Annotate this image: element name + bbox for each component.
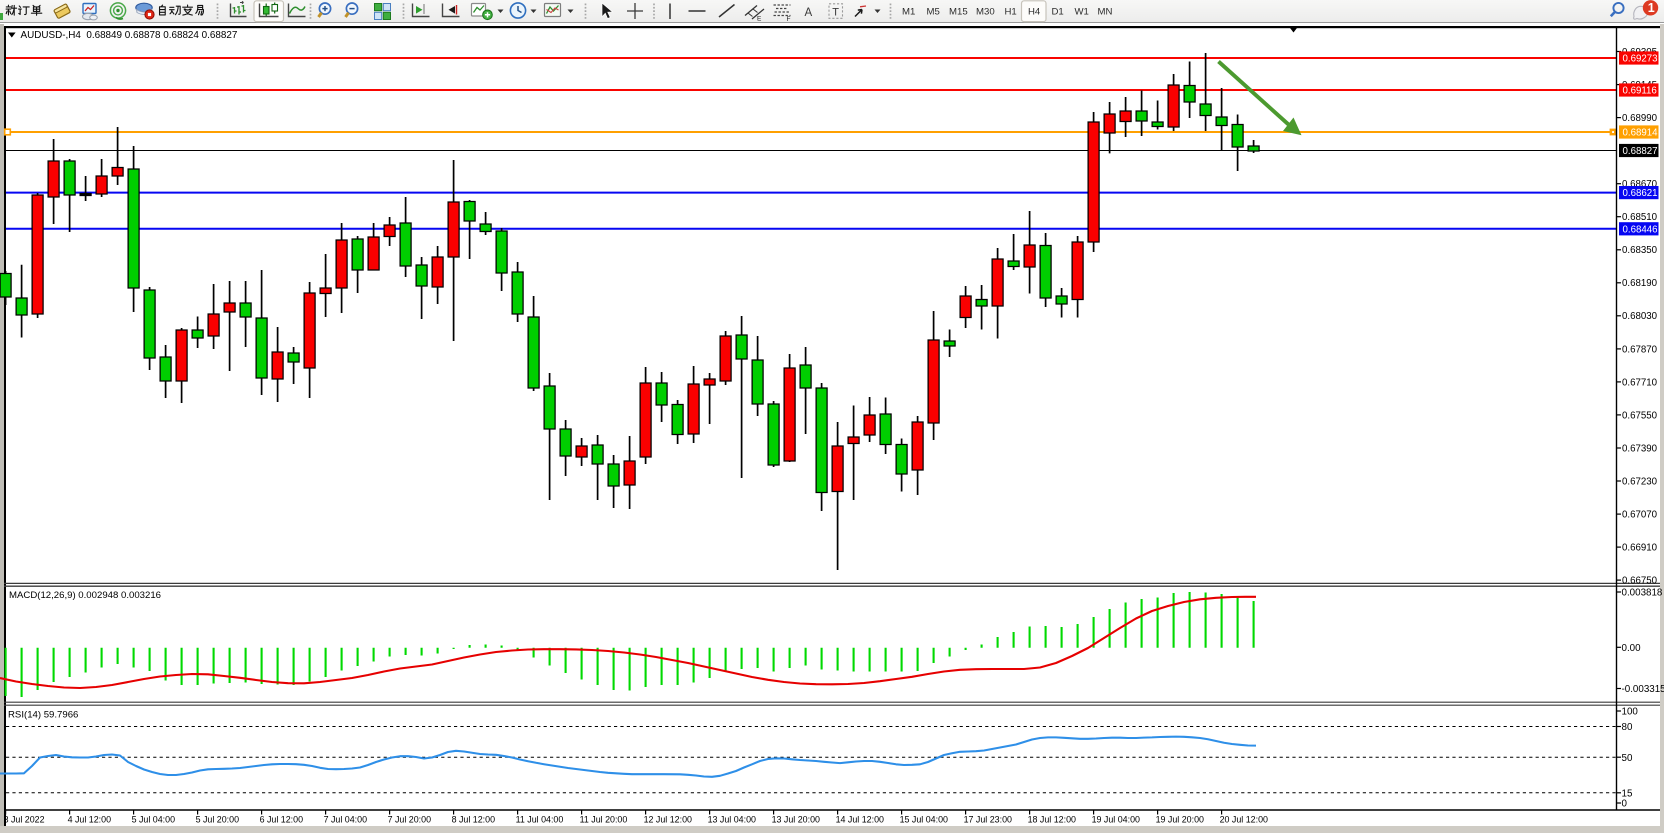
svg-text:0.00: 0.00 <box>1622 643 1642 654</box>
svg-text:0.69273: 0.69273 <box>1623 54 1658 65</box>
svg-text:0.69116: 0.69116 <box>1623 86 1657 97</box>
svg-text:0: 0 <box>1622 799 1628 810</box>
svg-text:0.68914: 0.68914 <box>1623 128 1659 139</box>
svg-text:0.68827: 0.68827 <box>1623 146 1658 157</box>
svg-text:0.68030: 0.68030 <box>1622 311 1658 322</box>
svg-text:0.67390: 0.67390 <box>1622 443 1658 454</box>
svg-text:8 Jul 12:00: 8 Jul 12:00 <box>452 815 495 825</box>
svg-text:0.68670: 0.68670 <box>1622 179 1658 190</box>
svg-text:0.67870: 0.67870 <box>1622 344 1658 355</box>
svg-text:0.67550: 0.67550 <box>1622 410 1658 421</box>
svg-text:13 Jul 20:00: 13 Jul 20:00 <box>772 815 820 825</box>
svg-text:50: 50 <box>1622 753 1633 764</box>
svg-text:H4: H4 <box>1028 7 1041 18</box>
svg-text:15: 15 <box>1622 788 1633 799</box>
svg-text:1: 1 <box>1648 1 1655 15</box>
svg-text:0.68190: 0.68190 <box>1622 278 1658 289</box>
svg-text:19 Jul 20:00: 19 Jul 20:00 <box>1156 815 1204 825</box>
svg-text:7 Jul 20:00: 7 Jul 20:00 <box>388 815 431 825</box>
svg-text:0.68621: 0.68621 <box>1623 188 1658 199</box>
svg-text:0.67230: 0.67230 <box>1622 476 1658 487</box>
svg-text:MN: MN <box>1098 7 1113 18</box>
svg-text:20 Jul 12:00: 20 Jul 12:00 <box>1220 815 1268 825</box>
svg-text:AUDUSD-,H4 0.68849 0.68878 0.: AUDUSD-,H4 0.68849 0.68878 0.68824 0.688… <box>21 30 238 41</box>
svg-text:12 Jul 12:00: 12 Jul 12:00 <box>644 815 692 825</box>
svg-text:0.66910: 0.66910 <box>1622 543 1658 554</box>
svg-text:11 Jul 20:00: 11 Jul 20:00 <box>580 815 628 825</box>
svg-text:M1: M1 <box>902 7 915 18</box>
svg-text:17 Jul 23:00: 17 Jul 23:00 <box>964 815 1012 825</box>
svg-text:0.68350: 0.68350 <box>1622 245 1658 256</box>
svg-text:M30: M30 <box>976 7 995 18</box>
svg-text:0.003818: 0.003818 <box>1622 588 1663 599</box>
svg-text:6 Jul 12:00: 6 Jul 12:00 <box>260 815 303 825</box>
svg-text:0.68510: 0.68510 <box>1622 212 1658 223</box>
svg-text:0.67710: 0.67710 <box>1622 377 1658 388</box>
svg-text:0.68446: 0.68446 <box>1623 224 1658 235</box>
svg-text:100: 100 <box>1622 707 1639 718</box>
svg-text:0.68990: 0.68990 <box>1622 113 1658 124</box>
svg-text:7 Jul 04:00: 7 Jul 04:00 <box>324 815 367 825</box>
svg-text:E: E <box>757 16 762 23</box>
svg-text:18 Jul 12:00: 18 Jul 12:00 <box>1028 815 1076 825</box>
svg-text:5 Jul 20:00: 5 Jul 20:00 <box>196 815 239 825</box>
svg-text:15 Jul 04:00: 15 Jul 04:00 <box>900 815 948 825</box>
svg-text:RSI(14) 59.7966: RSI(14) 59.7966 <box>8 710 78 721</box>
svg-text:11 Jul 04:00: 11 Jul 04:00 <box>516 815 564 825</box>
svg-text:MACD(12,26,9) 0.002948 0.00321: MACD(12,26,9) 0.002948 0.003216 <box>9 590 161 601</box>
svg-text:M15: M15 <box>949 7 968 18</box>
svg-text:14 Jul 12:00: 14 Jul 12:00 <box>836 815 884 825</box>
svg-text:D1: D1 <box>1052 7 1064 18</box>
svg-text:-0.003315: -0.003315 <box>1622 684 1664 695</box>
svg-text:5 Jul 04:00: 5 Jul 04:00 <box>132 815 175 825</box>
svg-text:13 Jul 04:00: 13 Jul 04:00 <box>708 815 756 825</box>
svg-text:A: A <box>805 7 813 19</box>
svg-text:F: F <box>787 16 791 23</box>
svg-text:3 Jul 2022: 3 Jul 2022 <box>4 815 45 825</box>
svg-text:H1: H1 <box>1005 7 1017 18</box>
svg-text:80: 80 <box>1622 722 1633 733</box>
svg-text:M5: M5 <box>927 7 940 18</box>
svg-text:4 Jul 12:00: 4 Jul 12:00 <box>68 815 111 825</box>
svg-text:0.67070: 0.67070 <box>1622 510 1658 521</box>
svg-text:19 Jul 04:00: 19 Jul 04:00 <box>1092 815 1140 825</box>
svg-text:T: T <box>832 7 839 19</box>
svg-text:W1: W1 <box>1075 7 1089 18</box>
svg-text:0.66750: 0.66750 <box>1622 576 1658 587</box>
